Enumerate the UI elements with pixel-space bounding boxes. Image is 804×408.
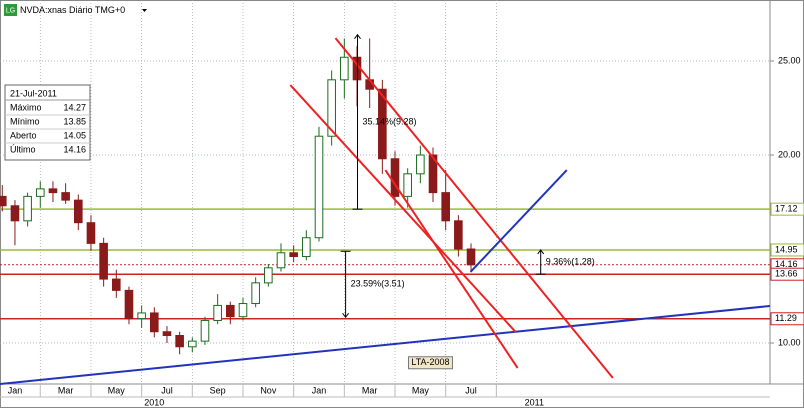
candle-body xyxy=(0,195,7,207)
trendline xyxy=(469,169,568,273)
level-label: 14.95 xyxy=(775,244,798,254)
candle-body xyxy=(73,199,83,224)
level-tag xyxy=(770,312,804,326)
x-tick-label: May xyxy=(412,385,430,395)
info-date: 21-Jul-2011 xyxy=(10,88,57,98)
info-key: Último xyxy=(10,144,36,154)
candle-body xyxy=(10,205,20,222)
candle-body xyxy=(124,289,134,320)
candle-body xyxy=(428,154,438,194)
candle-body xyxy=(314,135,324,239)
candle-body xyxy=(276,252,286,269)
candle-body xyxy=(289,252,298,258)
x-tick-label: Jan xyxy=(312,385,327,395)
logo: LG xyxy=(6,7,15,14)
candle-body xyxy=(403,173,412,197)
x-tick-label: Sep xyxy=(210,385,226,395)
year-label: 2011 xyxy=(525,397,544,407)
chart-title[interactable]: NVDA:xnas Diário TMG+0 xyxy=(20,5,125,15)
candle-body xyxy=(213,304,222,321)
info-value: 13.85 xyxy=(63,116,86,126)
plot: 35.14%(9.28) 23.59%(3.51) 9.36%(1.28) LTA-2… xyxy=(0,33,771,385)
info-key: Aberto xyxy=(10,130,37,140)
x-tick-label: Mar xyxy=(362,385,378,395)
level-label: 17.12 xyxy=(775,204,798,214)
annotation-box xyxy=(407,356,453,370)
level-tag xyxy=(770,202,804,216)
info-value: 14.05 xyxy=(63,130,86,140)
candle-body xyxy=(188,340,197,348)
x-tick-label: Mar xyxy=(58,385,74,395)
trendline xyxy=(0,304,771,385)
candle-body xyxy=(327,79,336,137)
info-value: 14.27 xyxy=(63,102,86,112)
year-label: 2010 xyxy=(144,397,164,407)
candle-body xyxy=(378,88,387,160)
x-tick-label: Jul xyxy=(161,385,173,395)
level-label: 14.16 xyxy=(775,259,798,269)
info-key: Máximo xyxy=(10,102,42,112)
candle-body xyxy=(454,220,463,250)
y-tick-label: 20.00 xyxy=(778,149,801,159)
candle-body xyxy=(23,195,32,222)
x-tick-label: May xyxy=(108,385,126,395)
dropdown-arrow[interactable] xyxy=(142,9,147,12)
candle-body xyxy=(86,222,96,244)
candle-body xyxy=(175,334,184,348)
candle-body xyxy=(251,282,260,305)
candle-body xyxy=(35,188,45,197)
candle-body xyxy=(416,154,425,175)
candle-body xyxy=(162,331,172,336)
measure-arrow xyxy=(354,33,361,39)
x-tick-label: Nov xyxy=(260,385,277,395)
measure-label: 35.14%(9.28) xyxy=(363,116,417,126)
candle-body xyxy=(340,56,349,81)
trendline xyxy=(384,169,519,369)
measure-label: 23.59%(3.51) xyxy=(351,279,405,289)
logo-box xyxy=(4,4,17,16)
candle-body xyxy=(150,312,159,333)
y-tick-label: 10.00 xyxy=(778,337,801,347)
candle-body xyxy=(200,319,210,342)
level-label: 13.66 xyxy=(775,269,798,279)
candle-body xyxy=(48,188,58,194)
annotation-label: LTA-2008 xyxy=(411,357,449,367)
level-tag xyxy=(770,267,804,281)
level-tag xyxy=(770,243,804,257)
candle-body xyxy=(61,192,70,201)
candle-body xyxy=(226,304,235,318)
x-tick-label: Jan xyxy=(8,385,23,395)
candle-body xyxy=(264,267,273,284)
candle-body xyxy=(441,192,450,222)
measure-arrow xyxy=(537,249,545,255)
candle-body xyxy=(99,242,108,280)
trendline xyxy=(289,84,517,333)
y-tick-label: 25.00 xyxy=(778,55,801,65)
x-tick-label: Jul xyxy=(465,385,477,395)
measure-label: 9.36%(1.28) xyxy=(546,256,595,266)
candle-body xyxy=(238,303,248,318)
trendline xyxy=(334,37,614,379)
level-label: 11.29 xyxy=(775,313,797,323)
candle-body xyxy=(390,158,400,197)
measure-arrow xyxy=(342,312,350,319)
info-box xyxy=(4,84,91,161)
info-key: Mínimo xyxy=(10,116,40,126)
candle-body xyxy=(111,278,121,291)
info-value: 14.16 xyxy=(63,144,86,154)
candle-body xyxy=(466,248,476,266)
candle-body xyxy=(302,237,311,258)
candle-body xyxy=(137,312,146,320)
